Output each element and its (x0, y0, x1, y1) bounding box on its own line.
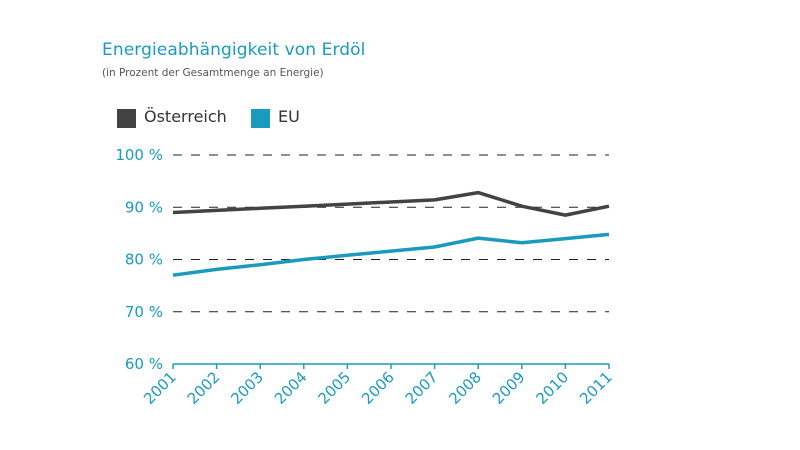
chart-title: Energieabhängigkeit von Erdöl (102, 40, 366, 60)
x-tick-label: 2002 (184, 368, 224, 408)
x-tick-label: 2004 (271, 368, 311, 408)
y-tick-label: 80 % (125, 251, 163, 269)
x-tick-label: 2007 (402, 368, 442, 408)
legend-label-eu: EU (278, 107, 300, 126)
x-tick-label: 2008 (445, 368, 485, 408)
y-tick-label: 60 % (125, 355, 163, 373)
y-tick-label: 70 % (125, 303, 163, 321)
legend-swatch-eu (251, 109, 270, 128)
x-tick-label: 2009 (489, 368, 529, 408)
x-tick-label: 2003 (227, 368, 267, 408)
series-line-oesterreich (172, 190, 610, 217)
x-tick-label: 2006 (358, 368, 398, 408)
x-tick-label: 2010 (532, 368, 572, 408)
series-line-eu (172, 232, 610, 277)
y-tick-label: 100 % (115, 146, 163, 164)
y-tick-label: 90 % (125, 198, 163, 216)
x-tick-label: 2001 (140, 368, 180, 408)
chart-subtitle: (in Prozent der Gesamtmenge an Energie) (102, 67, 324, 79)
legend-swatch-oesterreich (117, 109, 136, 128)
x-tick-label: 2005 (314, 368, 354, 408)
x-tick-label: 2011 (576, 368, 616, 408)
legend-label-oesterreich: Österreich (144, 107, 227, 126)
